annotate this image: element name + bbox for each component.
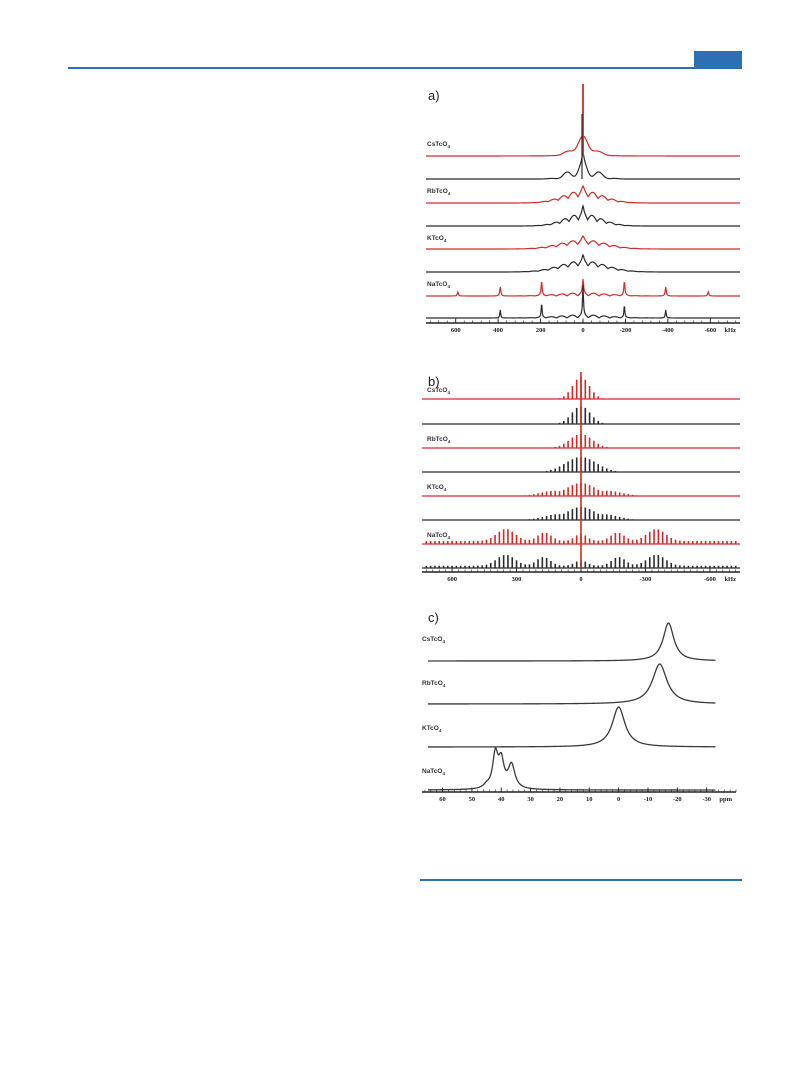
panel-c-sample-name: CsTcO: [422, 636, 442, 643]
panel-a-sample-label: CsTcO4: [427, 141, 450, 149]
panel-c-spectrum-trace: [427, 622, 716, 662]
footer-rule: [420, 879, 742, 881]
panel-c-tick-label: -30: [702, 796, 711, 803]
panel-b-sample-label: CsTcO4: [427, 387, 450, 395]
panel-a-sample-name: CsTcO: [427, 141, 447, 148]
panel-c-tick-label: -20: [673, 796, 682, 803]
panel-a-spectrum-trace: [426, 253, 740, 273]
panel-c-tick-label: 0: [617, 796, 620, 803]
panel-b-sample-subscript: 4: [448, 439, 451, 444]
panel-c-spectrum-trace: [427, 706, 716, 748]
panel-b-axis: 600 300 0 -300 -600 kHz: [422, 567, 740, 583]
panel-c-sample-name: NaTcO: [422, 768, 442, 775]
panel-b-tick-label: -300: [639, 576, 651, 583]
panel-a-spectrum-trace: [426, 278, 740, 297]
panel-b-sample-label: RbTcO4: [427, 436, 451, 444]
panel-c-traces: [427, 622, 716, 791]
panel-c-tick-label: 60: [439, 796, 446, 803]
header-rule: [68, 67, 742, 69]
figure-panel-b: b) 600 300 0 -300 -600 kHz CsTcO4 RbTcO4 KTcO4 N…: [414, 370, 744, 590]
panel-b-sample-label: NaTcO4: [427, 532, 450, 540]
panel-a-tick-label: 0: [581, 327, 584, 334]
panel-a-sample-name: KTcO: [427, 235, 444, 242]
panel-a-sample-subscript: 4: [448, 191, 451, 196]
panel-c-tick-label: 30: [527, 796, 534, 803]
panel-b-sample-subscript: 4: [444, 487, 447, 492]
panel-a-axis: 600 400 200 0 -200 -400 -600 kHz: [426, 318, 740, 334]
panel-b-sample-subscript: 4: [447, 535, 450, 540]
panel-a-tick-label: 600: [451, 327, 461, 334]
panel-b-tick-label: 300: [512, 576, 522, 583]
panel-b-letter: b): [428, 374, 440, 389]
panel-a-tick-label: 400: [493, 327, 503, 334]
panel-b-unit-label: kHz: [724, 576, 736, 583]
panel-b-sample-name: KTcO: [427, 484, 444, 491]
panel-c-letter: c): [428, 610, 439, 625]
panel-a-sample-subscript: 4: [447, 284, 450, 289]
panel-c-sample-label: RbTcO4: [422, 680, 446, 688]
panel-b-traces: [422, 372, 740, 569]
panel-a-traces: [426, 84, 740, 319]
panel-c-tick-label: 20: [557, 796, 564, 803]
panel-b-sample-name: NaTcO: [427, 532, 447, 539]
panel-b-sample-name: CsTcO: [427, 387, 447, 394]
panel-a-unit-label: kHz: [724, 327, 736, 334]
panel-c-spectrum-trace: [427, 747, 716, 791]
panel-c-sample-label: KTcO4: [422, 725, 442, 733]
panel-b-sample-subscript: 4: [447, 390, 450, 395]
panel-c-spectrum-trace: [427, 663, 716, 705]
panel-a-spectrum-trace: [426, 235, 740, 250]
panel-c-tick-label: -10: [644, 796, 653, 803]
panel-c-sample-subscript: 4: [439, 728, 442, 733]
panel-c-sample-name: RbTcO: [422, 680, 443, 687]
panel-a-sample-subscript: 4: [447, 144, 450, 149]
panel-a-tick-label: -400: [662, 327, 674, 334]
panel-a-sample-name: RbTcO: [427, 188, 448, 195]
panel-a-spectrum-trace: [426, 184, 740, 204]
panel-c-tick-label: 40: [498, 796, 505, 803]
figure-panel-a: a) 600 400 200 0 -200 -400 -600 kHz CsTcO4 RbTcO…: [414, 84, 744, 339]
panel-b-sample-name: RbTcO: [427, 436, 448, 443]
panel-a-tick-label: 200: [536, 327, 546, 334]
header-corner-block: [694, 51, 742, 67]
panel-b-sample-label: KTcO4: [427, 484, 447, 492]
panel-a-spectrum-trace: [426, 284, 740, 319]
panel-c-plot: c) 60 50 40 30 20 10 0 -10 -20 -30 ppm CsTcO4RbTcO…: [422, 610, 737, 803]
panel-c-sample-label: NaTcO4: [422, 768, 445, 776]
panel-b-tick-label: -600: [704, 576, 716, 583]
panel-a-sample-label: NaTcO4: [427, 281, 450, 289]
panel-b-tick-label: 0: [579, 576, 582, 583]
panel-c-sample-subscript: 4: [442, 639, 445, 644]
figure-panel-c: c) 60 50 40 30 20 10 0 -10 -20 -30 ppm CsTcO4 RbTcO…: [414, 606, 744, 818]
panel-a-spectrum-trace: [426, 204, 740, 227]
panel-a-tick-label: -600: [704, 327, 716, 334]
panel-c-sample-name: KTcO: [422, 725, 439, 732]
panel-a-spectrum-trace: [426, 151, 740, 180]
panel-c-sample-label: CsTcO4: [422, 636, 445, 644]
panel-c-axis: 60 50 40 30 20 10 0 -10 -20 -30 ppm: [422, 787, 737, 803]
panel-c-unit-label: ppm: [719, 796, 732, 803]
panel-b-plot: b) 600 300 0 -300 -600 kHz CsTcO4RbTcO4KTcO4N…: [422, 372, 740, 583]
panel-c-sample-subscript: 4: [442, 771, 445, 776]
panel-a-sample-subscript: 4: [444, 238, 447, 243]
panel-a-tick-label: -200: [619, 327, 631, 334]
panel-a-plot: a) 600 400 200 0 -200 -400 -600 kHz CsTcO4RbTcO…: [426, 84, 740, 334]
panel-a-letter: a): [428, 88, 440, 103]
panel-a-sample-label: KTcO4: [427, 235, 447, 243]
panel-c-tick-label: 50: [469, 796, 476, 803]
panel-a-sample-label: RbTcO4: [427, 188, 451, 196]
panel-a-sample-name: NaTcO: [427, 281, 447, 288]
panel-c-tick-label: 10: [586, 796, 593, 803]
panel-b-tick-label: 600: [447, 576, 457, 583]
panel-c-sample-subscript: 4: [443, 683, 446, 688]
